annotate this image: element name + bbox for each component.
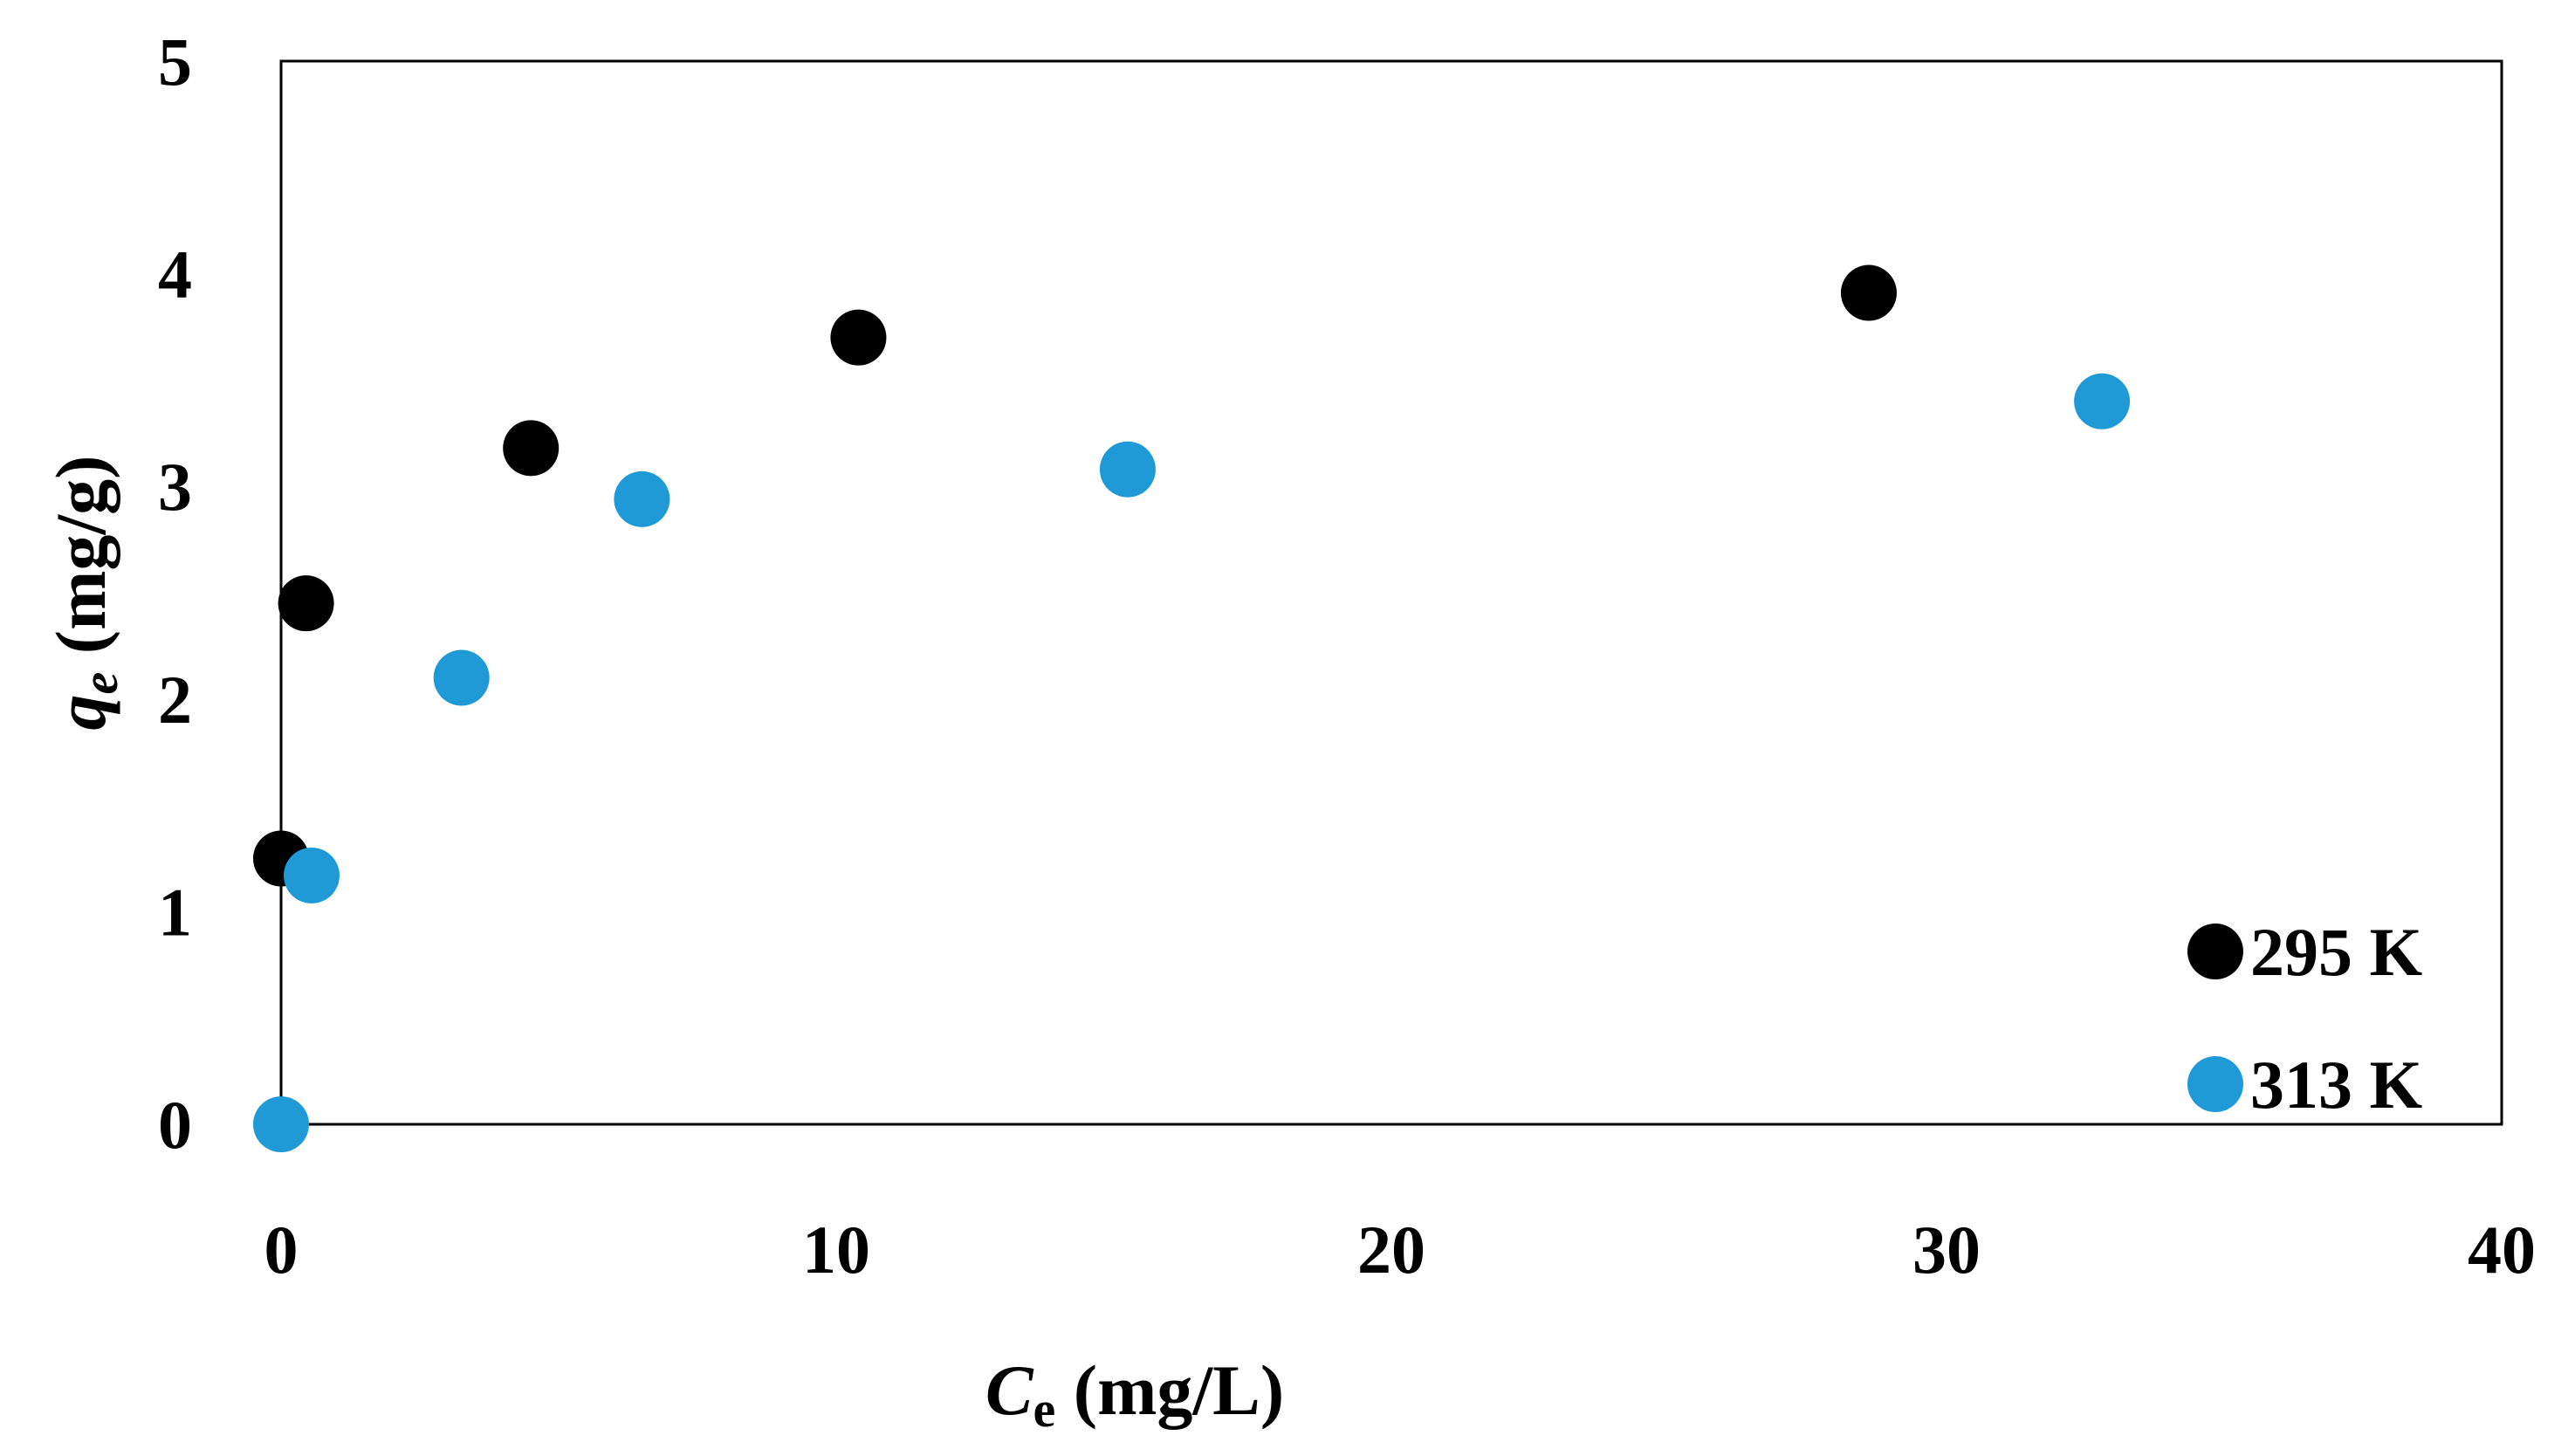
data-point xyxy=(1840,264,1897,321)
data-point xyxy=(503,420,560,477)
y-tick-label: 5 xyxy=(158,24,192,100)
data-point xyxy=(283,847,340,903)
y-tick-label: 1 xyxy=(158,874,192,950)
y-tick-label: 4 xyxy=(158,237,192,312)
x-tick-label: 20 xyxy=(1357,1212,1425,1288)
series-1 xyxy=(253,373,2131,1152)
data-point xyxy=(830,309,887,366)
x-tick-label: 10 xyxy=(802,1212,870,1288)
y-tick-label: 0 xyxy=(158,1087,192,1163)
plot-area xyxy=(279,59,2503,1126)
series-0 xyxy=(253,264,1897,887)
y-axis-title-subscript: e xyxy=(72,672,128,695)
y-axis-title-main: q xyxy=(41,694,120,730)
x-axis-title-subscript: e xyxy=(1033,1381,1056,1438)
x-tick-label: 40 xyxy=(2468,1212,2536,1288)
legend-marker xyxy=(2187,1056,2243,1112)
y-axis-title: qe (mg/g) xyxy=(41,456,128,731)
legend-marker xyxy=(2187,924,2243,979)
y-axis-tick-labels: 0 1 2 3 4 5 xyxy=(158,24,192,1163)
legend-item: 313 K xyxy=(2187,1047,2423,1123)
data-point xyxy=(253,1096,309,1152)
y-axis-title-unit: (mg/g) xyxy=(41,456,120,672)
data-point xyxy=(278,575,334,632)
legend: 295 K 313 K xyxy=(2187,914,2423,1123)
data-point xyxy=(614,470,670,527)
legend-label: 295 K xyxy=(2250,914,2423,990)
y-tick-label: 3 xyxy=(158,449,192,525)
data-point xyxy=(433,649,490,706)
x-axis-tick-labels: 0 10 20 30 40 xyxy=(264,1212,2537,1288)
legend-item: 295 K xyxy=(2187,914,2423,990)
x-axis-title-main: C xyxy=(985,1350,1034,1430)
x-axis-title: Ce (mg/L) xyxy=(985,1350,1284,1438)
data-points xyxy=(253,264,2131,1152)
data-point xyxy=(1099,441,1156,498)
x-tick-label: 30 xyxy=(1912,1212,1981,1288)
x-tick-label: 0 xyxy=(264,1212,299,1288)
y-tick-label: 2 xyxy=(158,662,192,738)
data-point xyxy=(2074,373,2131,429)
x-axis-title-unit: (mg/L) xyxy=(1055,1350,1284,1430)
legend-label: 313 K xyxy=(2250,1047,2423,1123)
